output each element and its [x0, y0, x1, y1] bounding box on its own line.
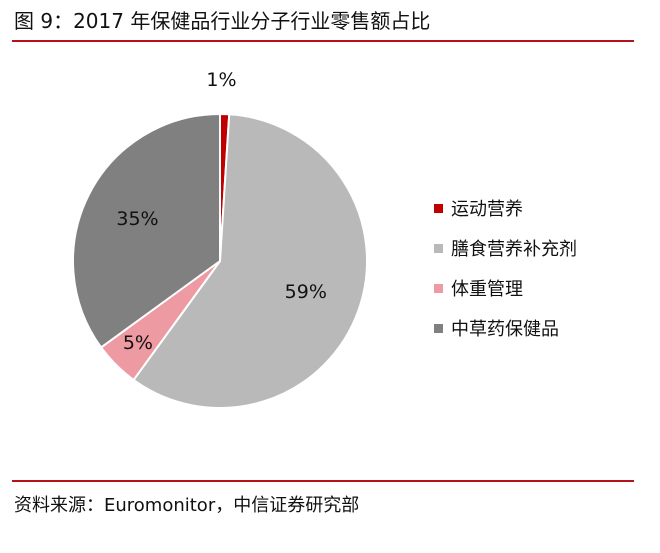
legend-label: 体重管理: [451, 279, 523, 300]
legend-item-herbal-supplements: 中草药保健品: [434, 308, 577, 348]
pie-label-herbal-supplements: 35%: [116, 208, 158, 230]
legend-label: 膳食营养补充剂: [451, 239, 577, 260]
legend-swatch: [434, 243, 443, 253]
pie-slice-herbal-supplements: [72, 113, 221, 349]
legend-swatch: [434, 203, 443, 213]
title-divider: [12, 40, 634, 42]
source-note: 资料来源：Euromonitor，中信证券研究部: [14, 495, 360, 516]
figure-title: 图 9：2017 年保健品行业分子行业零售额占比: [14, 9, 431, 33]
pie-label-sports-nutrition: 1%: [206, 69, 236, 91]
legend-item-sports-nutrition: 运动营养: [434, 188, 577, 228]
legend-swatch: [434, 323, 443, 333]
chart-legend: 运动营养 膳食营养补充剂 体重管理 中草药保健品: [434, 188, 577, 348]
legend-label: 中草药保健品: [451, 319, 559, 340]
legend-item-weight-management: 体重管理: [434, 268, 577, 308]
pie-label-dietary-supplements: 59%: [285, 281, 327, 303]
legend-label: 运动营养: [451, 199, 523, 220]
pie-label-weight-management: 5%: [123, 332, 153, 354]
legend-item-dietary-supplements: 膳食营养补充剂: [434, 228, 577, 268]
pie-slice-dietary-supplements: [132, 113, 368, 409]
source-divider: [12, 480, 634, 482]
legend-swatch: [434, 283, 443, 293]
